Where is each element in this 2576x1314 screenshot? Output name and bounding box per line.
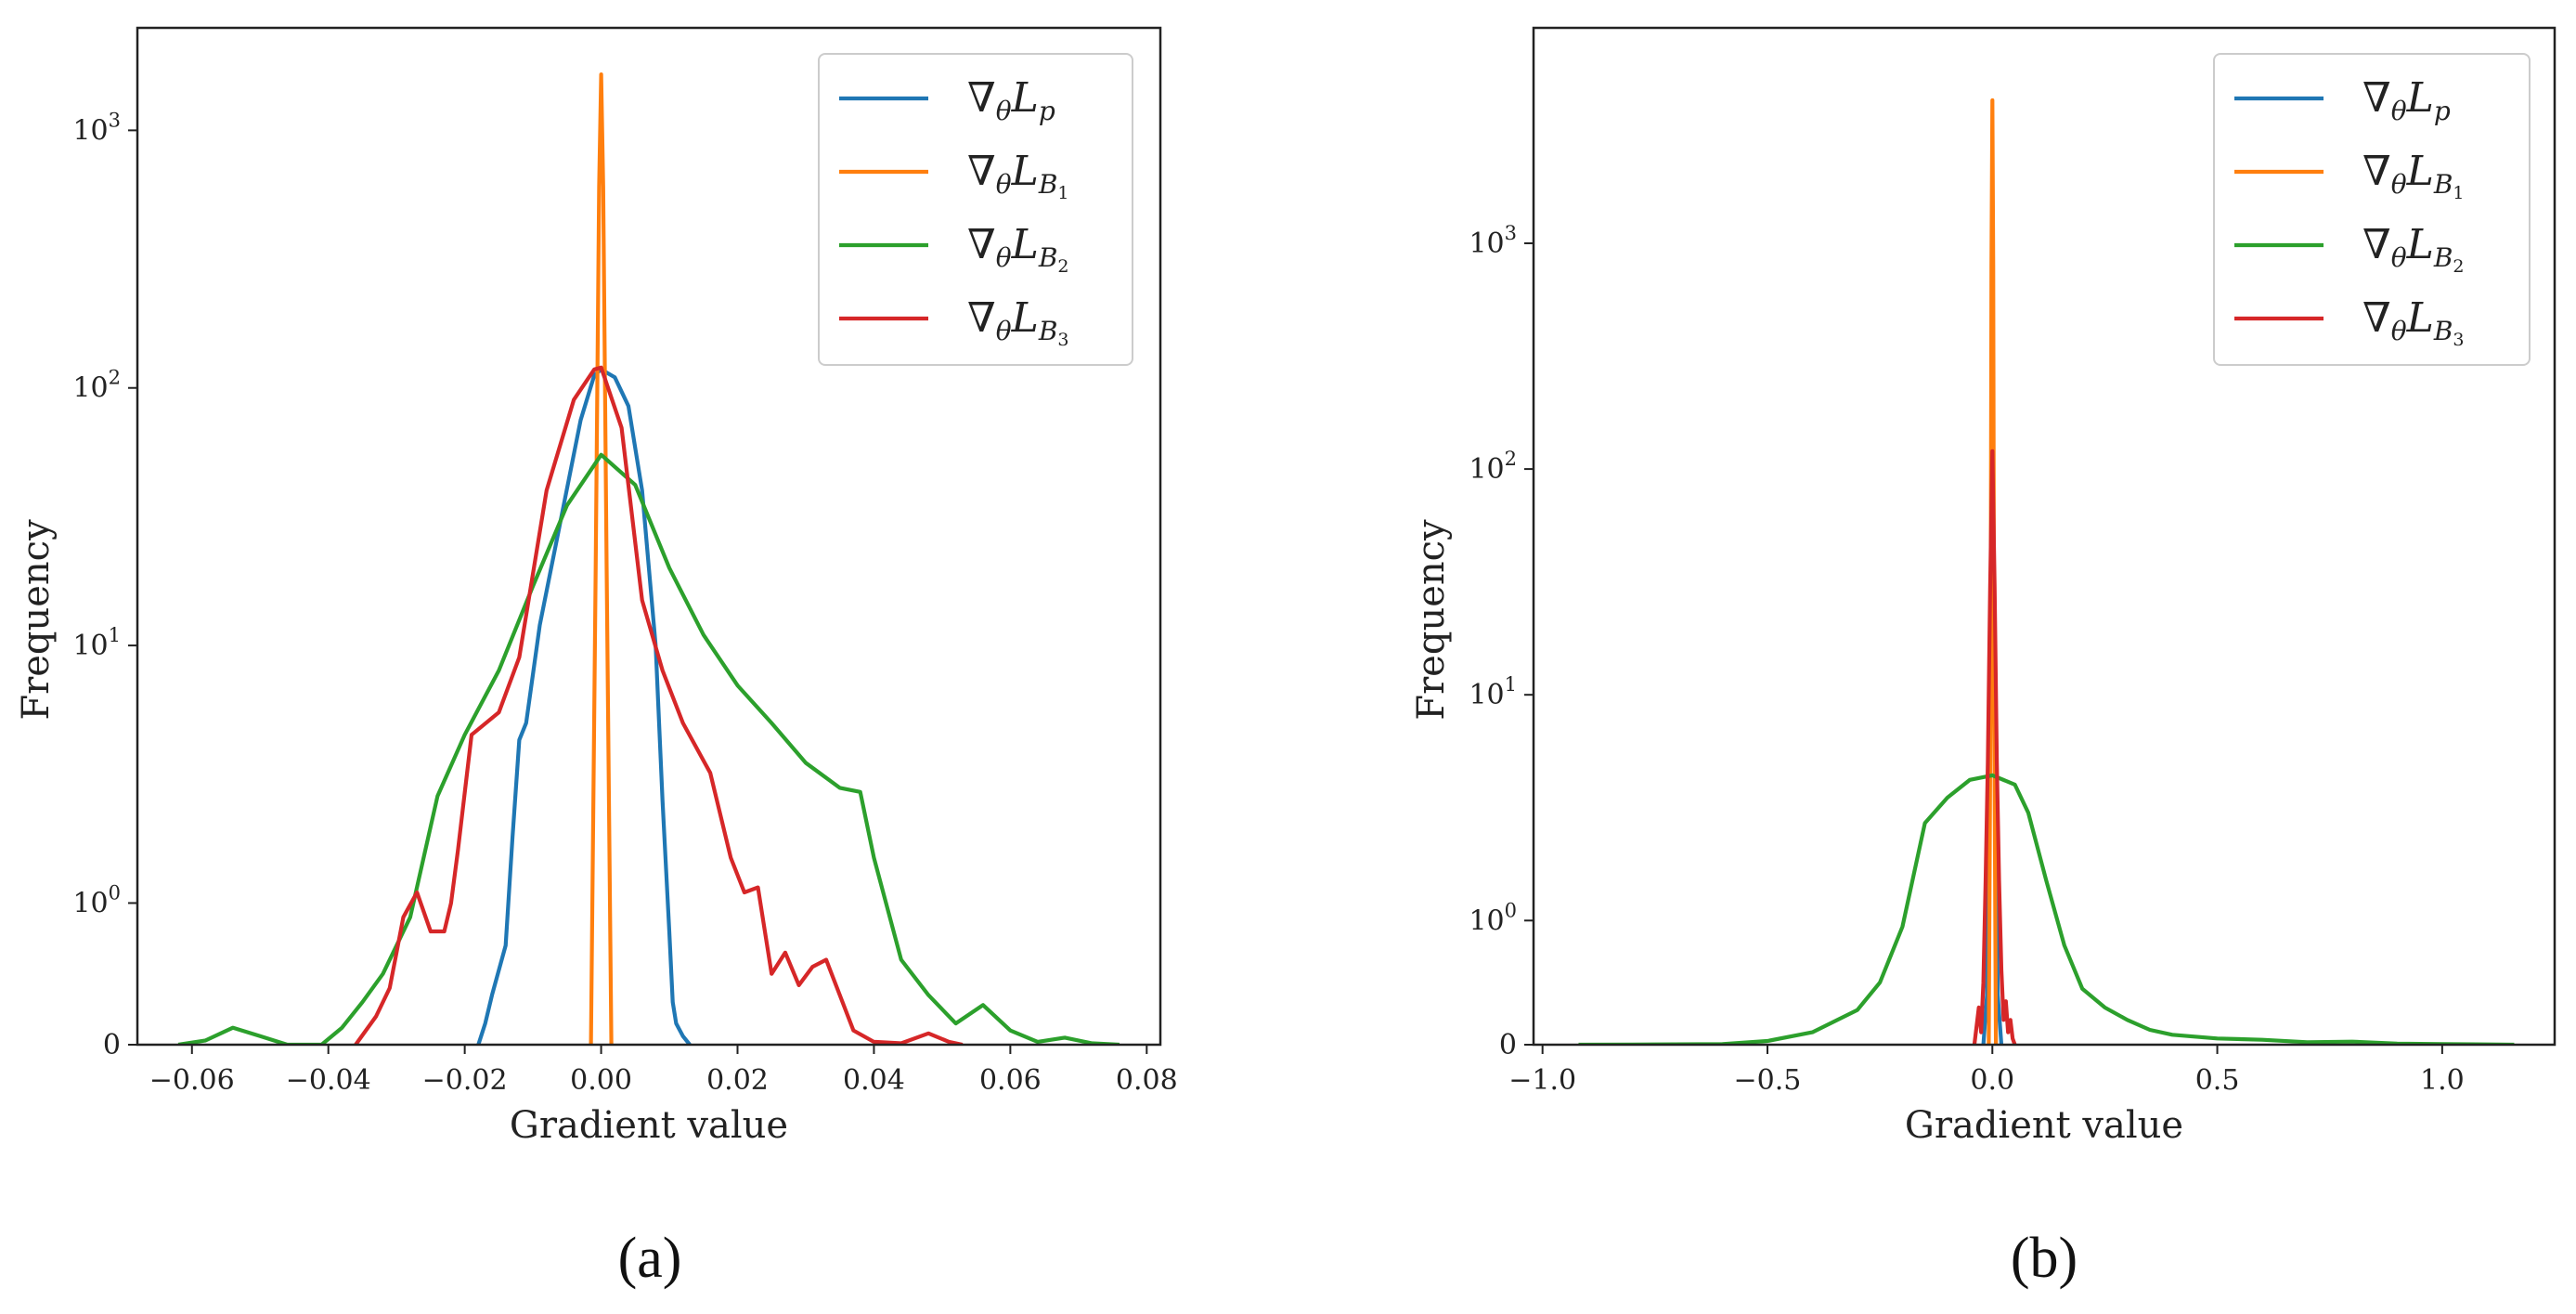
y-tick-label: 100 [72, 881, 121, 919]
x-tick-label: 0.06 [979, 1064, 1042, 1097]
series-group [177, 72, 1120, 1045]
y-tick-label: 101 [1469, 673, 1517, 711]
x-tick-label: 0.00 [570, 1064, 632, 1097]
x-tick-label: 0.0 [1970, 1064, 2014, 1097]
x-tick-label: −1.0 [1508, 1064, 1576, 1097]
legend: ∇θLp ∇θLB1 ∇θLB2 ∇θLB3 [2213, 53, 2531, 366]
y-tick-label: 102 [1469, 448, 1517, 486]
legend-box [818, 53, 1133, 366]
legend-label-4: ∇θLB3 [967, 294, 1068, 350]
chart-panel-a: −0.06 −0.04 −0.02 0.00 0.02 0.04 0.06 0.08 0 100 1… [15, 26, 1178, 1290]
legend-box [2213, 53, 2531, 366]
y-tick-label: 0 [103, 1029, 121, 1061]
legend-label-4: ∇θLB3 [2362, 294, 2464, 350]
legend-label-2: ∇θLB1 [967, 148, 1068, 203]
panel-label: (b) [2011, 1227, 2078, 1290]
y-tick-label: 100 [1469, 899, 1517, 937]
x-tick-label: −0.06 [149, 1064, 235, 1097]
y-tick-label: 102 [72, 367, 121, 405]
x-tick-label: −0.04 [286, 1064, 371, 1097]
series-group [1578, 98, 2515, 1045]
plot-frame [1532, 26, 2557, 1047]
y-axis-label: Frequency [1410, 519, 1453, 721]
x-axis-label: Gradient value [510, 1104, 788, 1147]
x-tick-label: 0.02 [706, 1064, 769, 1097]
legend-label-3: ∇θLB2 [967, 221, 1068, 277]
y-axis-label: Frequency [15, 519, 58, 721]
y-tick-label: 0 [1499, 1029, 1517, 1061]
legend-label-1: ∇θLp [967, 74, 1055, 126]
panel-label: (a) [618, 1227, 682, 1290]
x-tick-label: −0.5 [1734, 1064, 1802, 1097]
series-line-1 [476, 367, 692, 1045]
plot-frame [136, 26, 1162, 1047]
series-line-3 [177, 452, 1120, 1045]
y-tick-label: 103 [72, 109, 121, 147]
chart-panel-b: −1.0 −0.5 0.0 0.5 1.0 0 100 101 102 103 Gradient v… [1410, 26, 2557, 1290]
x-axis-label: Gradient value [1905, 1104, 2183, 1147]
legend-label-3: ∇θLB2 [2362, 221, 2464, 277]
x-tick-label: 0.5 [2195, 1064, 2240, 1097]
series-line-4 [1972, 449, 2017, 1045]
legend: ∇θLp ∇θLB1 ∇θLB2 ∇θLB3 [818, 53, 1133, 366]
y-tick-label: 103 [1469, 222, 1517, 260]
x-tick-label: 1.0 [2420, 1064, 2465, 1097]
y-tick-label: 101 [72, 624, 121, 662]
legend-label-2: ∇θLB1 [2362, 148, 2464, 203]
x-tick-label: −0.02 [422, 1064, 508, 1097]
series-line-2 [589, 72, 614, 1045]
x-tick-label: 0.08 [1116, 1064, 1178, 1097]
legend-label-1: ∇θLp [2362, 74, 2451, 126]
series-line-4 [354, 365, 964, 1045]
x-tick-label: 0.04 [843, 1064, 905, 1097]
series-line-3 [1578, 773, 2515, 1045]
